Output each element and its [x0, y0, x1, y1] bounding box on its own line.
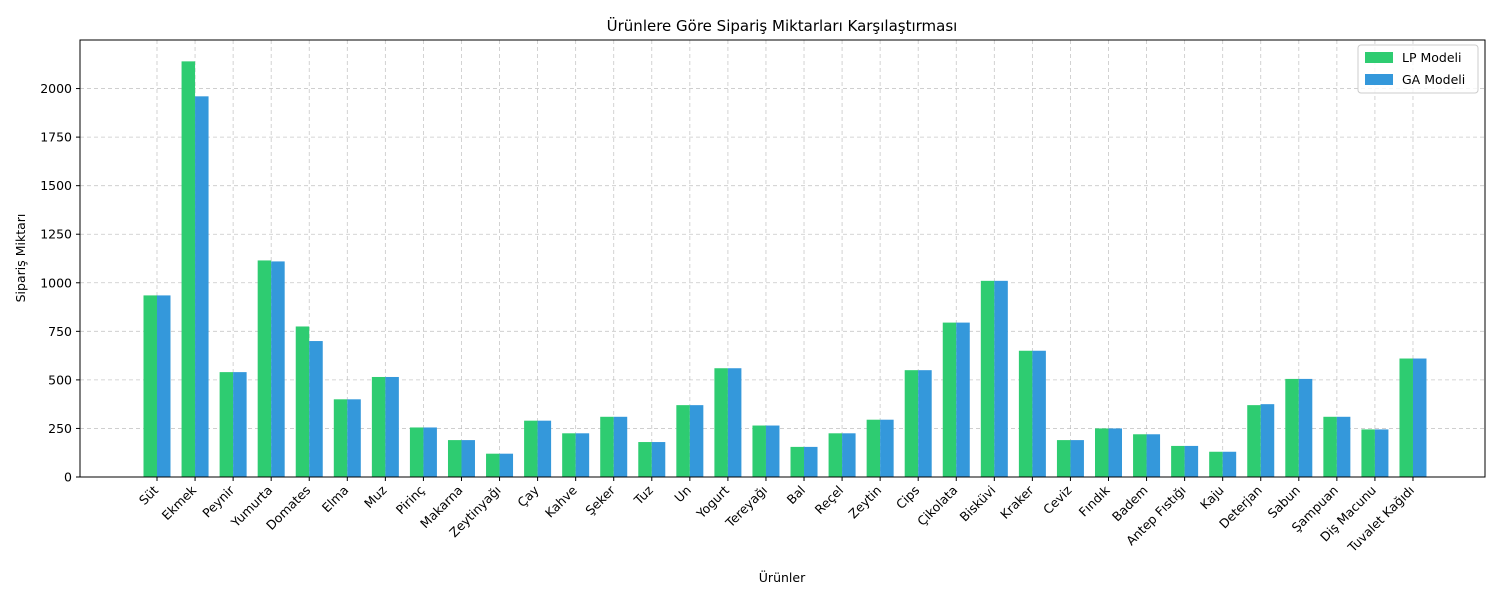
bar-ga: [651, 442, 666, 477]
y-axis: 0 250 500 750 1000 1250 1500 1750 2000: [40, 81, 80, 485]
bar-ga: [1032, 350, 1046, 477]
bar-ga: [1108, 428, 1122, 477]
plot-frame: [79, 39, 1486, 478]
bar-lp: [1399, 358, 1413, 477]
bar-ga: [461, 440, 475, 477]
bar-ga: [157, 295, 171, 477]
y-axis-title: Sipariş Miktarı: [13, 214, 28, 303]
bar-lp: [1095, 428, 1109, 477]
bar-ga: [271, 261, 285, 477]
bar-ga: [195, 96, 209, 477]
bar-lp: [1361, 429, 1375, 477]
y-tick-label: 1250: [40, 227, 72, 242]
bar-lp: [447, 440, 462, 477]
bar-lp: [1285, 378, 1299, 477]
bar-ga: [233, 372, 247, 477]
y-tick-label: 0: [64, 470, 72, 485]
bar-ga: [842, 433, 856, 477]
bar-ga: [994, 280, 1008, 477]
bar-lp: [714, 368, 728, 477]
bar-lp: [1056, 440, 1071, 477]
bar-ga: [956, 322, 970, 477]
bar-ga: [1336, 416, 1351, 477]
bar-lp: [524, 420, 538, 477]
bar-lp: [1133, 434, 1147, 477]
bar-lp: [1018, 350, 1033, 477]
bar-ga: [309, 341, 323, 477]
y-tick-label: 250: [48, 421, 72, 436]
bar-ga: [537, 420, 552, 477]
bar-lp: [600, 416, 614, 477]
bar-ga: [423, 427, 437, 477]
bar-ga: [499, 453, 514, 477]
bar-ga: [880, 419, 894, 477]
y-tick-label: 1000: [40, 275, 72, 290]
bar-ga: [1070, 440, 1084, 477]
bar-lp: [257, 260, 272, 477]
bar-ga: [918, 370, 932, 477]
bar-lp: [752, 425, 766, 477]
bar-ga: [575, 433, 590, 477]
legend-label-lp: LP Modeli: [1402, 50, 1461, 65]
bar-ga: [1298, 378, 1313, 477]
legend-label-ga: GA Modeli: [1402, 72, 1465, 87]
bar-lp: [828, 433, 843, 477]
bar-ga: [1260, 404, 1275, 477]
bar-ga: [613, 416, 628, 477]
y-tick-label: 750: [48, 324, 72, 339]
bar-lp: [1323, 416, 1337, 477]
y-tick-label: 1500: [40, 178, 72, 193]
bar-lp: [562, 433, 576, 477]
bar-lp: [942, 322, 957, 477]
bar-lp: [866, 419, 881, 477]
legend-swatch-ga: [1365, 74, 1393, 85]
legend: LP Modeli GA Modeli: [1357, 44, 1479, 94]
bar-ga: [347, 399, 361, 477]
bar-lp: [371, 376, 386, 477]
bar-lp: [295, 326, 310, 477]
bar-lp: [904, 370, 919, 477]
bar-ga: [1184, 445, 1199, 477]
bar-lp: [676, 405, 690, 477]
bar-ga: [1146, 434, 1161, 477]
bar-ga: [1374, 429, 1389, 477]
bar-lp: [1209, 451, 1223, 477]
bar-lp: [486, 453, 500, 477]
bar-ga: [689, 405, 704, 477]
y-tick-label: 2000: [40, 81, 72, 96]
y-tick-label: 500: [48, 372, 72, 387]
bar-ga: [385, 376, 399, 477]
bar-ga: [804, 446, 818, 477]
bar-lp: [1171, 445, 1185, 477]
bar-lp: [219, 372, 234, 477]
bar-ga: [727, 368, 742, 477]
bar-lp: [790, 446, 805, 477]
bar-ga: [765, 425, 780, 477]
bars: [143, 61, 1427, 478]
bar-lp: [143, 295, 157, 477]
bar-lp: [409, 427, 424, 477]
x-axis-title: Ürünler: [759, 569, 806, 585]
chart-title: Ürünlere Göre Sipariş Miktarları Karşıla…: [607, 16, 958, 35]
bar-ga: [1222, 451, 1237, 477]
y-tick-label: 1750: [40, 130, 72, 145]
legend-swatch-lp: [1365, 52, 1393, 63]
bar-lp: [638, 442, 652, 477]
bar-lp: [1247, 405, 1261, 477]
bar-lp: [181, 61, 196, 478]
bar-lp: [980, 280, 995, 477]
bar-ga: [1412, 358, 1427, 477]
bar-lp: [333, 399, 348, 477]
